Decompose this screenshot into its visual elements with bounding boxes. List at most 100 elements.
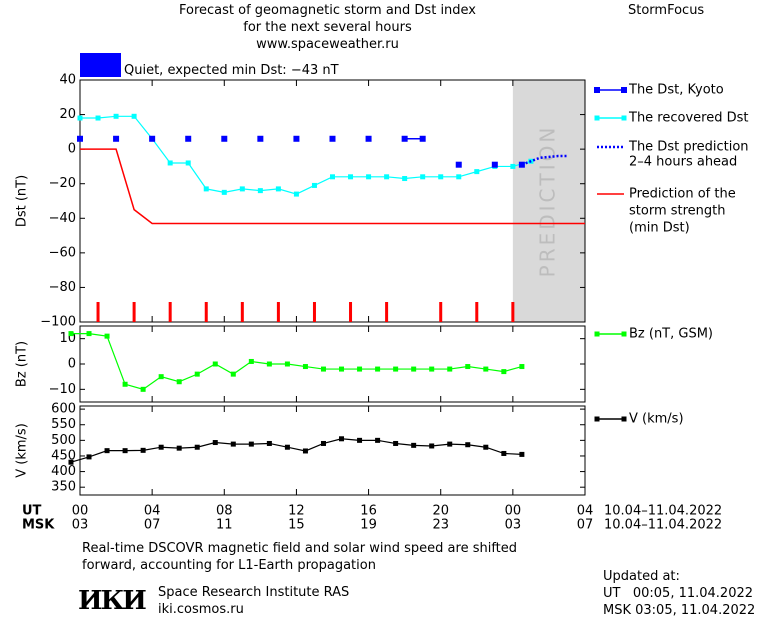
kyoto-dst-point — [185, 135, 192, 142]
footnote-line1: Real-time DSCOVR magnetic field and sola… — [82, 541, 518, 556]
recovered-dst-point — [77, 115, 83, 121]
x-tick-label-ut: 00 — [505, 504, 522, 519]
speed-point — [375, 437, 381, 443]
bz-point — [357, 366, 363, 372]
recovered-dst-point — [384, 174, 390, 180]
bz-point — [447, 366, 453, 372]
footnote-line2: forward, accounting for L1-Earth propaga… — [82, 558, 376, 573]
x-tick-label-ut: 08 — [216, 504, 233, 519]
x-tick-label-msk: 11 — [216, 518, 233, 533]
speed-point — [176, 445, 182, 451]
kyoto-dst-point — [221, 135, 228, 142]
recovered-dst-point — [311, 182, 317, 188]
recovered-dst-point — [348, 174, 354, 180]
panel-frame — [79, 405, 586, 496]
hour-marker — [240, 302, 244, 322]
recovered-dst-point — [167, 160, 173, 166]
y-axis-label: Bz (nT) — [15, 341, 30, 387]
x-tick-label-ut: 04 — [577, 504, 594, 519]
y-axis-label: Dst (nT) — [15, 175, 30, 227]
speed-point — [393, 440, 399, 446]
y-tick-label: 40 — [59, 73, 76, 88]
speed-point — [429, 443, 435, 449]
x-tick-label-msk: 03 — [72, 518, 89, 533]
bz-point — [483, 366, 489, 372]
x-tick-label-msk: 23 — [432, 518, 449, 533]
bz-point — [140, 386, 146, 392]
legend-kyoto-marker — [594, 87, 600, 93]
legend-recovered-marker — [594, 115, 600, 121]
y-tick-label: 550 — [51, 417, 76, 432]
speed-point — [86, 454, 92, 460]
recovered-dst-point — [239, 186, 245, 192]
recovered-dst-point — [113, 113, 119, 119]
legend-prediction-label: The Dst prediction — [628, 140, 749, 155]
x-tick-label-ut: 20 — [432, 504, 449, 519]
x-tick-label-msk: 19 — [360, 518, 377, 533]
y-tick-label: 0 — [68, 357, 76, 372]
kyoto-dst-point — [329, 135, 336, 142]
hour-marker — [511, 302, 515, 322]
x-tick-label-msk: 07 — [577, 518, 594, 533]
y-tick-label: −80 — [49, 280, 76, 295]
x-tick-label-ut: 12 — [288, 504, 305, 519]
y-tick-label: −60 — [49, 245, 76, 260]
bz-point — [68, 331, 74, 337]
y-tick-label: −40 — [49, 211, 76, 226]
x-tick-label-msk: 15 — [288, 518, 305, 533]
x-axis-ut-label: UT — [22, 504, 42, 519]
kyoto-dst-point — [257, 135, 264, 142]
recovered-dst-point — [95, 115, 101, 121]
bz-point — [339, 366, 345, 372]
hour-marker — [96, 302, 100, 322]
legend-recovered-marker — [621, 115, 627, 121]
legend-kyoto-label: The Dst, Kyoto — [628, 83, 724, 98]
kyoto-dst-point — [518, 161, 525, 168]
speed-point — [320, 440, 326, 446]
speed-point — [501, 450, 507, 456]
kyoto-dst-point — [455, 161, 462, 168]
x-axis-ut-range: 10.04–11.04.2022 — [604, 504, 722, 519]
bz-point — [284, 361, 290, 367]
kyoto-dst-point — [293, 135, 300, 142]
recovered-dst-point — [203, 186, 209, 192]
speed-point — [357, 437, 363, 443]
speed-point — [158, 444, 164, 450]
recovered-dst-point — [420, 174, 426, 180]
panel-frame — [79, 325, 586, 403]
bz-point — [411, 366, 417, 372]
institute-name: Space Research Institute RAS — [158, 585, 350, 600]
prediction-band-label: PREDICTION — [535, 125, 559, 278]
x-tick-label-msk: 03 — [505, 518, 522, 533]
legend-storm-label-3: (min Dst) — [629, 221, 690, 236]
iki-logo: ИКИ — [78, 586, 147, 616]
speed-point — [411, 442, 417, 448]
bz-point — [429, 366, 435, 372]
legend-kyoto-marker — [621, 87, 627, 93]
legend-speed-marker — [594, 416, 600, 422]
recovered-dst-point — [330, 174, 335, 180]
legend-storm-label-2: storm strength — [629, 204, 726, 219]
panel-frame — [79, 79, 586, 323]
recovered-dst-line — [80, 115, 532, 195]
bz-point — [519, 364, 525, 370]
speed-point — [302, 448, 308, 454]
recovered-dst-point — [366, 174, 372, 180]
source-url: www.spaceweather.ru — [256, 37, 399, 52]
speed-point — [266, 440, 272, 446]
x-tick-label-ut: 00 — [72, 504, 89, 519]
hour-marker — [439, 302, 443, 322]
brand-name: StormFocus — [628, 3, 705, 18]
bz-point — [266, 361, 272, 367]
x-axis-msk-label: MSK — [22, 518, 55, 533]
updated-label: Updated at: — [603, 569, 680, 584]
speed-point — [140, 447, 146, 453]
speed-point — [104, 448, 110, 454]
bz-point — [86, 331, 92, 337]
hour-marker — [385, 302, 389, 322]
recovered-dst-point — [221, 189, 227, 195]
speed-point — [483, 444, 489, 450]
bz-line — [70, 333, 523, 390]
kyoto-dst-point — [77, 135, 83, 142]
hour-marker — [475, 302, 479, 322]
